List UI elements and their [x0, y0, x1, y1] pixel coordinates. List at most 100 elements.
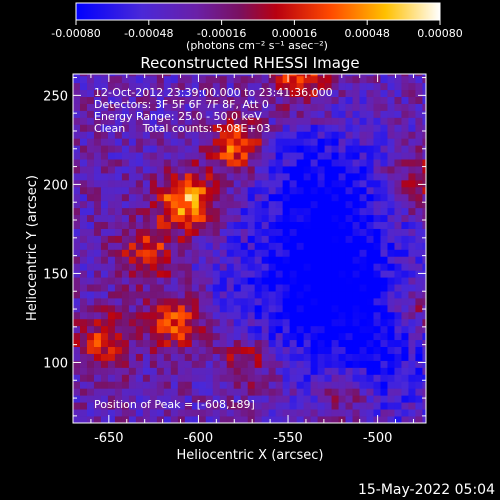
heatmap-cell	[352, 284, 360, 292]
heatmap-cell	[324, 145, 332, 153]
heatmap-cell	[226, 298, 235, 306]
heatmap-cell	[156, 179, 165, 188]
heatmap-cell	[275, 131, 284, 139]
heatmap-cell	[275, 263, 284, 271]
heatmap-cell	[240, 117, 249, 125]
heatmap-cell	[107, 256, 116, 264]
heatmap-cell	[121, 395, 130, 403]
heatmap-cell	[380, 318, 388, 327]
heatmap-cell	[128, 82, 137, 91]
heatmap-cell	[156, 159, 165, 167]
heatmap-cell	[247, 409, 256, 417]
heatmap-cell	[373, 173, 381, 181]
heatmap-cell	[275, 193, 284, 202]
heatmap-cell	[422, 110, 426, 118]
heatmap-cell	[408, 284, 416, 292]
heatmap-cell	[338, 311, 346, 320]
heatmap-cell	[177, 75, 186, 84]
heatmap-cell	[408, 214, 416, 223]
heatmap-cell	[408, 89, 416, 98]
heatmap-cell	[282, 75, 291, 84]
heatmap-cell	[261, 270, 270, 278]
heatmap-cell	[275, 200, 284, 209]
heatmap-cell	[261, 228, 270, 236]
heatmap-cell	[303, 82, 312, 91]
heatmap-cell	[366, 256, 374, 264]
heatmap-cell	[219, 332, 228, 341]
heatmap-cell	[184, 374, 193, 382]
heatmap-cell	[373, 131, 381, 139]
heatmap-cell	[380, 89, 388, 98]
heatmap-cell	[142, 145, 151, 153]
heatmap-cell	[219, 173, 228, 181]
heatmap-cell	[296, 270, 305, 278]
heatmap-cell	[142, 277, 151, 285]
heatmap-cell	[163, 346, 172, 354]
heatmap-cell	[100, 332, 109, 341]
heatmap-cell	[310, 159, 318, 167]
heatmap-cell	[338, 103, 346, 111]
heatmap-cell	[331, 311, 339, 320]
heatmap-cell	[282, 339, 291, 348]
heatmap-cell	[310, 277, 318, 285]
heatmap-cell	[219, 242, 228, 250]
heatmap-cell	[191, 332, 200, 341]
heatmap-cell	[79, 89, 88, 98]
heatmap-cell	[380, 166, 388, 174]
heatmap-cell	[247, 82, 256, 91]
heatmap-cell	[135, 311, 144, 320]
heatmap-cell	[177, 256, 186, 264]
heatmap-cell	[184, 242, 193, 250]
heatmap-cell	[275, 138, 284, 146]
heatmap-cell	[135, 339, 144, 348]
heatmap-cell	[100, 221, 109, 229]
heatmap-cell	[373, 96, 381, 104]
heatmap-cell	[212, 228, 221, 236]
heatmap-cell	[296, 193, 305, 202]
heatmap-cell	[408, 179, 416, 188]
heatmap-cell	[345, 75, 353, 84]
heatmap-cell	[107, 96, 116, 104]
heatmap-cell	[247, 381, 256, 389]
heatmap-cell	[289, 395, 298, 403]
heatmap-cell	[219, 409, 228, 417]
heatmap-cell	[401, 124, 409, 132]
heatmap-cell	[128, 193, 137, 202]
heatmap-cell	[275, 159, 284, 167]
heatmap-cell	[331, 235, 339, 243]
heatmap-cell	[303, 381, 312, 389]
heatmap-cell	[156, 395, 165, 403]
heatmap-cell	[107, 145, 116, 153]
heatmap-cell	[254, 75, 263, 84]
heatmap-cell	[394, 298, 402, 306]
heatmap-cell	[338, 304, 346, 313]
heatmap-cell	[261, 124, 270, 132]
heatmap-cell	[135, 277, 144, 285]
x-tick-label: -650	[94, 431, 124, 446]
heatmap-cell	[338, 409, 346, 417]
heatmap-cell	[86, 360, 95, 368]
heatmap-cell	[282, 214, 291, 223]
heatmap-cell	[121, 89, 130, 98]
heatmap-cell	[191, 193, 200, 202]
heatmap-cell	[317, 159, 325, 167]
heatmap-cell	[352, 166, 360, 174]
heatmap-cell	[247, 346, 256, 354]
heatmap-cell	[135, 228, 144, 236]
heatmap-cell	[100, 374, 109, 382]
heatmap-cell	[184, 263, 193, 271]
heatmap-cell	[135, 89, 144, 98]
heatmap-cell	[93, 179, 102, 188]
heatmap-cell	[408, 402, 416, 410]
heatmap-cell	[240, 110, 249, 118]
heatmap-cell	[373, 353, 381, 361]
heatmap-cell	[373, 145, 381, 153]
heatmap-cell	[324, 263, 332, 271]
heatmap-cell	[359, 325, 367, 334]
heatmap-cell	[184, 311, 193, 320]
heatmap-cell	[163, 228, 172, 236]
heatmap-cell	[149, 242, 158, 250]
heatmap-cell	[156, 138, 165, 146]
heatmap-cell	[177, 395, 186, 403]
heatmap-cell	[142, 416, 151, 423]
